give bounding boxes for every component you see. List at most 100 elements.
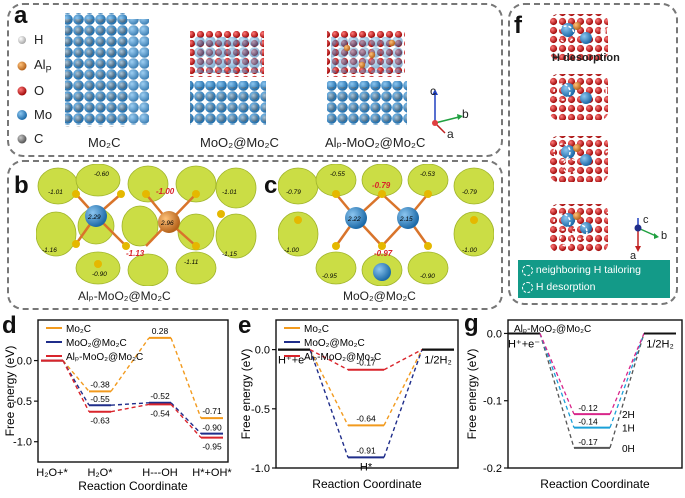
- d-series-2: [41, 359, 223, 439]
- charge-c-11: -0.95: [322, 273, 337, 280]
- panel-a-axis-b: b: [462, 107, 469, 121]
- d-legend-label-1: MoO₂@Mo₂C: [66, 338, 127, 349]
- structure-label-alp-moo2-mo2c: Alₚ-MoO₂@Mo₂C: [325, 135, 426, 150]
- charge-b-7: -1.13: [126, 249, 145, 258]
- f-legend-box: [518, 260, 670, 298]
- charge-c-3: -0.53: [420, 171, 435, 178]
- panel-a-legend-h: H: [34, 32, 44, 47]
- panel-bc-frame: [7, 160, 503, 310]
- e-ytick-label-0: 0.0: [255, 345, 270, 357]
- d-connector-2-1: [110, 403, 150, 413]
- f-legend-desorption-text: H desorption: [535, 281, 596, 293]
- panel-d-label: d: [2, 312, 17, 339]
- f-cluster-1: [550, 74, 608, 120]
- e-ylabel: Free energy (eV): [239, 349, 253, 440]
- d-connector-1-2: [170, 402, 202, 435]
- g-connector-0-0: [539, 333, 575, 449]
- d-connector-0-1: [110, 337, 150, 392]
- g-plot-frame: [507, 319, 683, 469]
- e-connector-2-0: [309, 348, 349, 371]
- structure-label-mo2c: Mo₂C: [88, 135, 121, 150]
- structure-label-moo2-mo2c: MoO₂@Mo₂C: [200, 135, 279, 150]
- charge-b-0: -0.60: [94, 171, 109, 178]
- g-ytick-label-0: 0.0: [487, 328, 502, 340]
- mo2c-structure: [65, 13, 149, 127]
- f-legend-tailoring-text: neighboring H tailoring: [535, 264, 641, 276]
- e-ytick-label-2: -1.0: [251, 463, 270, 475]
- panel-a-label: a: [14, 2, 28, 29]
- g-value-label-2: -0.17: [578, 437, 598, 447]
- f-step-0-caption: H desorption: [552, 52, 620, 64]
- charge-c-1: -0.55: [330, 171, 345, 178]
- e-legend-label-2: Alₚ-MoO₂@Mo₂C: [304, 352, 381, 363]
- panel-g-label: g: [464, 310, 479, 337]
- panel-a-frame: [7, 3, 503, 157]
- g-value-label-0: -0.12: [578, 403, 598, 413]
- f-cluster-3: [550, 204, 608, 252]
- panel-a-structures: [17, 13, 463, 144]
- g-connector-2-0: [539, 333, 575, 415]
- f-step-0: 0H: [600, 26, 615, 38]
- e-xcat-2: 1/2H₂: [424, 355, 452, 367]
- panel-f-desorption-sequence: [550, 14, 608, 252]
- panel-a-axis-a: a: [447, 127, 454, 141]
- g-connector-0-1: [609, 333, 645, 449]
- charge-b-4: 2.29: [87, 214, 101, 221]
- charge-b-10: -0.90: [92, 271, 107, 278]
- d-xcat-0: H₂O+*: [36, 467, 68, 479]
- e-value-label-0: -0.17: [356, 358, 376, 368]
- d-value-label-7: -0.90: [202, 423, 222, 433]
- d-value-label-5: -0.54: [150, 408, 170, 418]
- g-ytick-label-2: -0.2: [483, 463, 502, 475]
- e-connector-2-1: [383, 348, 423, 371]
- panel-a-legend-mo: Mo: [34, 107, 53, 122]
- f-legend-tailoring: neighboring H tailoring: [522, 264, 641, 276]
- panel-c-label: c: [264, 172, 278, 199]
- g-xcat-2: 1/2H₂: [646, 338, 674, 350]
- d-connector-1-1: [110, 402, 150, 406]
- e-series-2: [278, 348, 454, 371]
- charge-c-5: 2.22: [347, 216, 361, 223]
- charge-b-3: -1.01: [222, 189, 237, 196]
- f-step-3: 3H: [606, 210, 621, 222]
- d-legend-label-0: Mo₂C: [66, 324, 91, 335]
- charge-c-2: -0.79: [372, 181, 391, 190]
- e-value-label-1: -0.64: [356, 413, 376, 423]
- e-connector-0-1: [383, 349, 423, 426]
- f-step-1: 1H: [603, 86, 618, 98]
- d-xcat-3: H*+OH*: [192, 467, 232, 479]
- charge-b-6: -1.16: [42, 247, 57, 254]
- g-connector-1-0: [539, 333, 575, 428]
- g-series-0: [508, 332, 676, 449]
- g-connector-1-1: [609, 333, 645, 428]
- d-value-label-2: -0.63: [90, 416, 110, 426]
- f-legend-desorption: H desorption: [522, 281, 595, 293]
- panel-a-legend-al: AlP: [34, 57, 52, 75]
- f-axis-c: c: [643, 214, 649, 226]
- f-legend-circle-icon: [522, 264, 533, 276]
- panel-a-legend-al-sub: P: [45, 64, 52, 75]
- d-series-1: [41, 359, 223, 435]
- panel-a-legend-c-dot: [17, 134, 27, 144]
- charge-c-0: -0.79: [286, 189, 301, 196]
- d-xcat-2: H---OH: [142, 467, 177, 479]
- panel-a-legend-c: C: [34, 131, 44, 146]
- panel-f-frame: [508, 3, 678, 305]
- charge-b-2: -1.01: [48, 189, 63, 196]
- d-plot-frame: [37, 319, 229, 463]
- e-connector-1-1: [383, 349, 423, 458]
- f-legend-circle-icon: [522, 281, 533, 293]
- panel-a-legend-o-dot: [17, 86, 27, 96]
- d-series-0: [41, 336, 223, 420]
- g-series-label-1: 1H: [622, 424, 635, 435]
- d-ytick-label-2: -1.0: [13, 437, 32, 449]
- charge-b-1: -1.00: [156, 187, 175, 196]
- e-xcat-0: H⁺+e⁻: [278, 355, 310, 367]
- e-xlabel: Reaction Coordinate: [312, 477, 422, 491]
- e-value-label-2: -0.91: [356, 445, 376, 455]
- charge-b-8: -1.11: [184, 259, 199, 266]
- charge-b-5: 2.96: [160, 220, 174, 227]
- d-ytick-label-1: -0.5: [13, 396, 32, 408]
- chart-g: 0.0 -0.1 -0.2 Free energy (eV) Reaction Coor…: [465, 319, 683, 491]
